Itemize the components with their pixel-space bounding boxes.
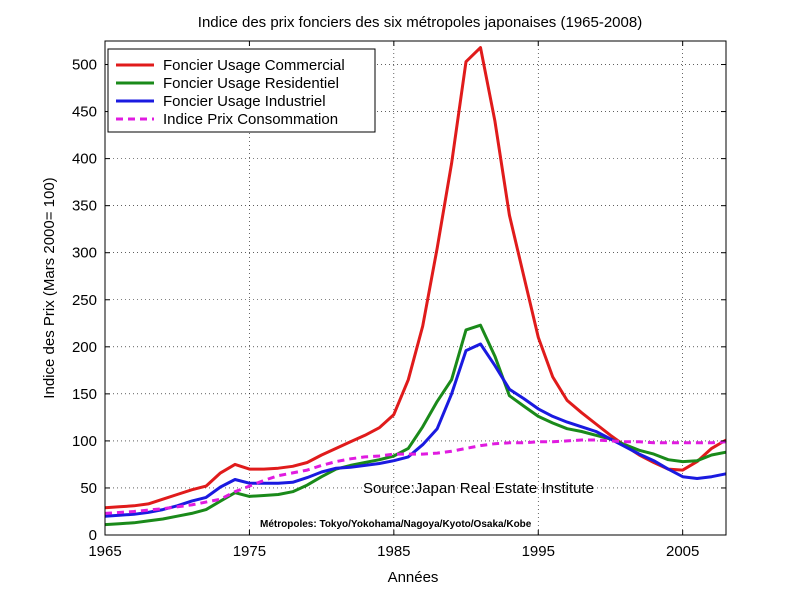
y-tick-label: 150: [72, 386, 97, 403]
x-tick-label: 1985: [377, 543, 410, 560]
series-line-4: [104, 438, 727, 515]
axis-ticks: 1965 1975 1985 1995 2005 0 50 100 150 200 250 300 35…: [72, 41, 726, 560]
y-tick-label: 50: [80, 480, 97, 497]
y-tick-label: 500: [72, 57, 97, 74]
plot-frame: [104, 40, 727, 536]
y-tick-label: 300: [72, 245, 97, 262]
y-tick-label: 250: [72, 292, 97, 309]
y-axis-label: Indice des Prix (Mars 2000= 100): [41, 177, 58, 398]
x-axis-label: Années: [388, 569, 439, 586]
legend-label: Foncier Usage Residentiel: [163, 75, 339, 92]
legend-label: Indice Prix Consommation: [163, 111, 338, 128]
series-line-3: [104, 342, 727, 518]
x-tick-label: 1965: [88, 543, 121, 560]
metropoles-annotation: Métropoles: Tokyo/Yokohama/Nagoya/Kyoto/…: [260, 519, 532, 530]
y-tick-label: 400: [72, 151, 97, 168]
x-tick-label: 1975: [233, 543, 266, 560]
x-tick-label: 1995: [522, 543, 555, 560]
chart-title: Indice des prix fonciers des six métropo…: [198, 14, 642, 31]
y-tick-label: 450: [72, 104, 97, 121]
y-tick-label: 350: [72, 198, 97, 215]
source-annotation: Source:Japan Real Estate Institute: [363, 480, 594, 497]
series-group: [104, 46, 727, 527]
y-tick-label: 200: [72, 339, 97, 356]
legend-label: Foncier Usage Commercial: [163, 57, 345, 74]
x-tick-label: 2005: [666, 543, 699, 560]
y-tick-label: 100: [72, 433, 97, 450]
legend-label: Foncier Usage Industriel: [163, 93, 326, 110]
y-tick-label: 0: [89, 527, 97, 544]
